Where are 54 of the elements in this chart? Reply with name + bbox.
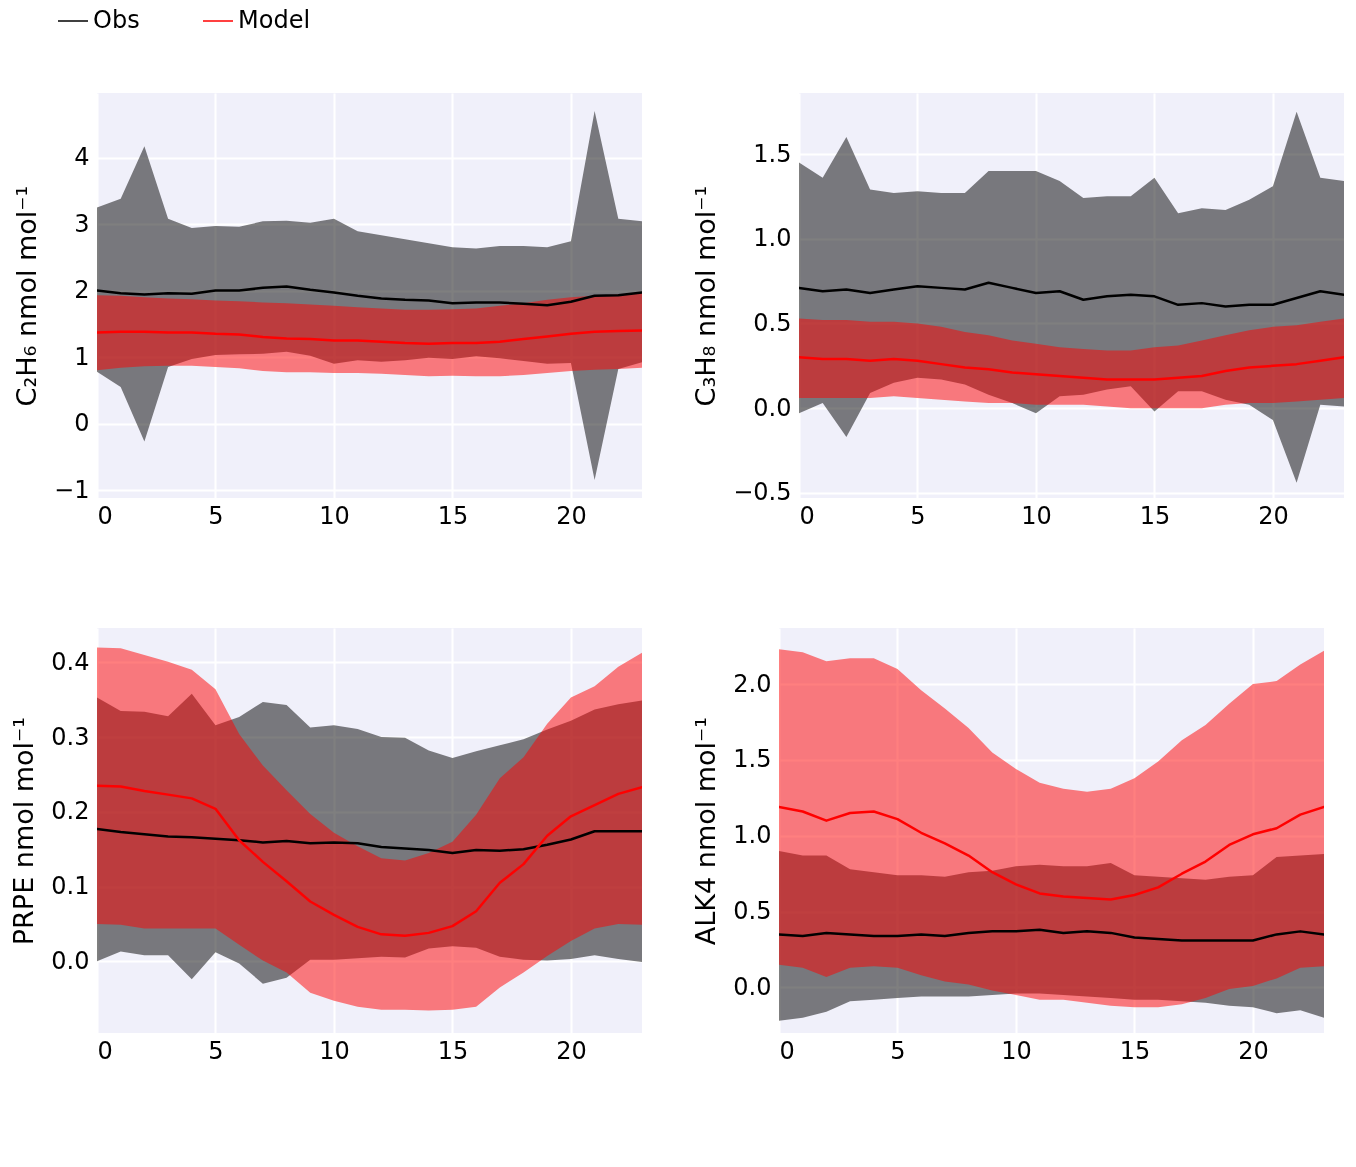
y-axis-title: PRPE nmol mol⁻¹ (8, 716, 40, 946)
line-series (799, 281, 1344, 308)
x-tick-label: 15 (1119, 1036, 1151, 1065)
y-tick-label: 0.0 (753, 393, 792, 422)
x-tick-label: 15 (1139, 501, 1171, 530)
x-tick-label: 10 (1021, 501, 1052, 530)
line-series (97, 285, 642, 307)
y-axis-title: C₃H₈ nmol mol⁻¹ (690, 185, 722, 407)
line-series (779, 805, 1324, 901)
x-tick-label: 20 (556, 501, 587, 530)
y-axis-title: ALK4 nmol mol⁻¹ (690, 716, 722, 946)
y-tick-label: 0.2 (51, 797, 90, 826)
y-tick-label: 0.0 (51, 946, 90, 975)
x-tick-label: 5 (208, 501, 224, 530)
line-series (799, 356, 1344, 381)
x-tick-label: 5 (208, 1036, 224, 1065)
x-tick-label: 20 (1258, 501, 1289, 530)
y-tick-label: 1 (74, 342, 90, 371)
y-tick-label: 2.0 (733, 669, 772, 698)
y-tick-label: 1.5 (733, 745, 772, 774)
line-series (779, 928, 1324, 942)
legend-label: Model (238, 6, 311, 34)
y-tick-label: 0.5 (733, 897, 772, 926)
x-tick-label: 20 (1238, 1036, 1269, 1065)
y-tick-label: 1.0 (753, 224, 792, 253)
y-tick-label: 2 (74, 276, 90, 305)
y-tick-label: 4 (74, 143, 90, 172)
x-tick-label: 5 (890, 1036, 906, 1065)
y-tick-label: 1.0 (733, 821, 772, 850)
x-tick-label: 15 (437, 1036, 469, 1065)
y-tick-label: 0.0 (733, 972, 772, 1001)
x-tick-label: 10 (319, 501, 350, 530)
line-series (97, 827, 642, 855)
y-axis-title: C₂H₆ nmol mol⁻¹ (11, 185, 43, 407)
y-tick-label: 0.1 (51, 872, 90, 901)
line-series (97, 784, 642, 938)
y-tick-label: 0.5 (753, 308, 792, 337)
y-tick-label: 1.5 (753, 139, 792, 168)
x-tick-label: 0 (97, 501, 113, 530)
x-tick-label: 15 (437, 501, 469, 530)
x-tick-label: 0 (799, 501, 815, 530)
y-tick-label: 0.3 (51, 722, 90, 751)
y-tick-label: 3 (74, 209, 90, 238)
x-tick-label: 20 (556, 1036, 587, 1065)
line-series (97, 329, 642, 345)
x-tick-label: 10 (1001, 1036, 1032, 1065)
x-tick-label: 10 (319, 1036, 350, 1065)
legend-label: Obs (93, 6, 140, 34)
y-tick-label: 0 (74, 409, 90, 438)
x-tick-label: 5 (910, 501, 926, 530)
y-tick-label: −1 (54, 475, 90, 504)
y-tick-label: 0.4 (51, 647, 90, 676)
y-tick-label: −0.5 (733, 478, 792, 507)
x-tick-label: 0 (97, 1036, 113, 1065)
